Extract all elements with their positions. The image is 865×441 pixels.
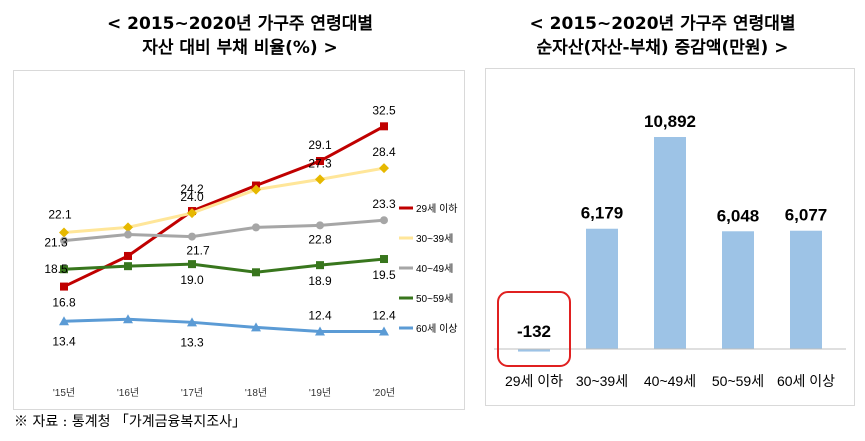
right-title-line2: 순자산(자산-부채) 증감액(만원) > — [536, 38, 789, 58]
data-label-30-39세-0: 22.1 — [48, 207, 72, 221]
data-label-30-39세-2: 24.0 — [180, 190, 204, 204]
marker-50-59세-4 — [316, 261, 324, 270]
marker-50-59세-3 — [252, 268, 260, 277]
data-label-40-49세-2: 21.7 — [186, 244, 210, 258]
legend-label-40-49세: 40~49세 — [416, 263, 453, 275]
x-tick-label: '15년 — [53, 387, 75, 399]
legend-label-50-59세: 50~59세 — [416, 293, 453, 305]
left-title-line1: < 2015~2020년 가구주 연령대별 — [107, 14, 373, 34]
bar-value-label-40-49세: 10,892 — [644, 112, 696, 131]
source-footnote: ※ 자료 : 통계청 「가계금융복지조사」 — [14, 414, 246, 430]
marker-40-49세-4 — [316, 221, 324, 230]
marker-60세-이상-4 — [315, 326, 325, 336]
marker-60세-이상-5 — [379, 326, 389, 336]
marker-40-49세-3 — [252, 223, 260, 232]
marker-29세-이하-4 — [316, 157, 324, 166]
series-line-30-39세 — [63, 166, 385, 234]
data-label-30-39세-5: 28.4 — [372, 145, 396, 159]
marker-29세-이하-1 — [124, 251, 132, 260]
data-label-40-49세-0: 21.3 — [44, 236, 68, 250]
x-tick-label: '16년 — [117, 387, 139, 399]
bar-value-label-29세-이하: -132 — [517, 322, 551, 341]
data-label-29세-이하-0: 16.8 — [52, 296, 76, 310]
bar-40-49세 — [654, 137, 686, 349]
marker-29세-이하-5 — [380, 122, 388, 131]
data-label-60세-이상-4: 12.4 — [308, 309, 332, 323]
legend-label-60세-이상: 60세 이상 — [416, 323, 458, 335]
marker-30-39세-5 — [379, 163, 389, 174]
marker-60세-이상-1 — [123, 314, 133, 324]
data-label-29세-이하-4: 29.1 — [308, 138, 332, 152]
marker-29세-이하-0 — [60, 282, 68, 291]
marker-50-59세-0 — [60, 265, 68, 274]
series-line-29세-이하 — [63, 124, 385, 288]
data-label-29세-이하-2: 24.2 — [180, 182, 204, 196]
bar-50-59세 — [722, 231, 754, 349]
data-label-50-59세-0: 18.5 — [44, 262, 68, 276]
data-label-60세-이상-5: 12.4 — [372, 309, 396, 323]
net-asset-bar-chart: -132 29세 이하 6,179 30~39세 10,892 40~49세 6,048 50… — [494, 112, 846, 389]
left-title-line2: 자산 대비 부채 비율(%) > — [142, 38, 338, 58]
bar-30-39세 — [586, 228, 618, 349]
x-tick-label: '20년 — [373, 387, 395, 399]
marker-30-39세-1 — [123, 222, 133, 233]
data-label-30-39세-4: 27.3 — [308, 156, 332, 170]
data-label-29세-이하-5: 32.5 — [372, 103, 396, 117]
left-chart-title: < 2015~2020년 가구주 연령대별 자산 대비 부채 비율(%) > — [40, 12, 440, 60]
marker-40-49세-0 — [60, 236, 68, 245]
data-label-50-59세-4: 18.9 — [308, 274, 332, 288]
x-tick-label: '17년 — [181, 387, 203, 399]
data-label-60세-이상-0: 13.4 — [52, 334, 76, 348]
series-line-50-59세 — [63, 257, 385, 274]
legend-label-30-39세: 30~39세 — [416, 233, 453, 245]
x-tick-label: '19년 — [309, 387, 331, 399]
bar-29세-이하 — [518, 349, 550, 352]
series-line-60세-이상 — [63, 317, 384, 333]
marker-30-39세-2 — [187, 208, 197, 219]
marker-40-49세-2 — [188, 232, 196, 241]
right-title-line1: < 2015~2020년 가구주 연령대별 — [529, 14, 796, 34]
data-label-40-49세-4: 22.8 — [308, 232, 332, 246]
bar-chart-panel: -132 29세 이하 6,179 30~39세 10,892 40~49세 6,048 50… — [485, 68, 855, 406]
category-label-30-39세: 30~39세 — [576, 373, 628, 389]
category-label-50-59세: 50~59세 — [712, 373, 764, 389]
category-label-29세-이하: 29세 이하 — [505, 373, 563, 389]
marker-40-49세-1 — [124, 230, 132, 239]
marker-50-59세-1 — [124, 262, 132, 271]
line-chart-panel: 16.8 24.2 29.1 32.5 22.1 24.0 27.3 28.4 21.3 21.7… — [13, 70, 465, 410]
data-label-60세-이상-2: 13.3 — [180, 335, 204, 349]
marker-60세-이상-3 — [251, 322, 261, 332]
data-label-50-59세-2: 19.0 — [180, 273, 204, 287]
marker-50-59세-5 — [380, 255, 388, 264]
marker-50-59세-2 — [188, 260, 196, 269]
legend-label-29세-이하: 29세 이하 — [416, 202, 458, 215]
marker-30-39세-3 — [251, 184, 261, 195]
debt-ratio-line-chart: 16.8 24.2 29.1 32.5 22.1 24.0 27.3 28.4 21.3 21.7… — [44, 103, 458, 399]
marker-40-49세-5 — [380, 216, 388, 225]
x-tick-label: '18년 — [245, 387, 267, 399]
category-label-60세-이상: 60세 이상 — [777, 373, 835, 389]
marker-30-39세-4 — [315, 174, 325, 185]
bar-value-label-50-59세: 6,048 — [717, 206, 760, 225]
right-chart-title: < 2015~2020년 가구주 연령대별 순자산(자산-부채) 증감액(만원)… — [470, 12, 855, 60]
category-label-40-49세: 40~49세 — [644, 373, 696, 389]
marker-30-39세-0 — [59, 227, 69, 238]
bar-value-label-60세-이상: 6,077 — [785, 206, 828, 225]
bar-60세-이상 — [790, 230, 822, 349]
marker-60세-이상-0 — [59, 316, 69, 326]
data-label-50-59세-5: 19.5 — [372, 268, 396, 282]
highlight-box — [497, 291, 571, 367]
bar-value-label-30-39세: 6,179 — [581, 204, 624, 223]
marker-60세-이상-2 — [187, 317, 197, 327]
series-line-40-49세 — [63, 218, 385, 243]
data-label-40-49세-5: 23.3 — [372, 197, 396, 211]
